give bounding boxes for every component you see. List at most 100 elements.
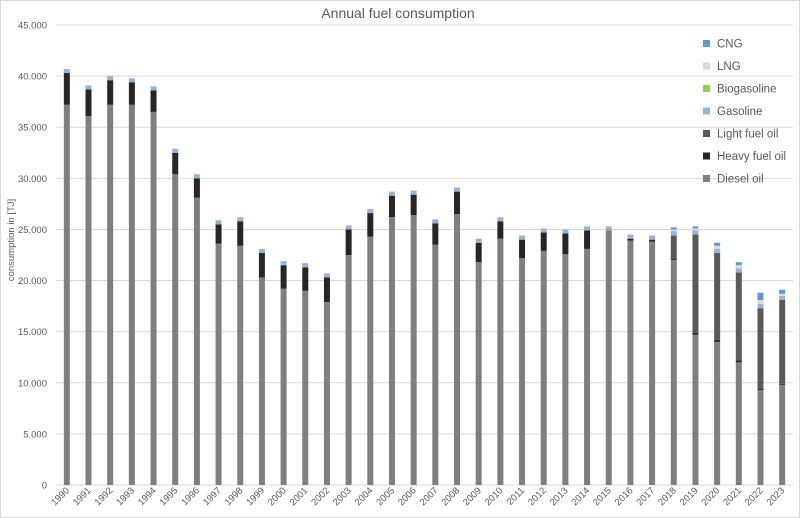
x-tick-label: 2011: [505, 485, 527, 507]
bar-segment: [388, 195, 395, 218]
bar-segment: [107, 80, 114, 105]
bar-segment: [128, 78, 135, 83]
bar-segment: [193, 178, 200, 198]
bar-segment: [670, 231, 677, 236]
bar-segment: [454, 214, 461, 485]
bar-segment: [150, 111, 157, 485]
x-tick-label: 2021: [721, 485, 744, 508]
bar-segment: [649, 239, 656, 242]
bar-segment: [410, 215, 417, 485]
bar-segment: [757, 292, 764, 300]
bar-segment: [128, 82, 135, 105]
y-axis-ticks: 0 5.000 10.000 15.000 20.000 25.000 30.000 35.0…: [18, 21, 47, 492]
bar-segment: [627, 234, 634, 239]
bar-segment: [714, 248, 721, 253]
bar-segment: [475, 238, 482, 243]
bar-segment: [172, 152, 179, 175]
x-axis-ticks: 1990199119921993199419951996199719981999…: [49, 485, 787, 508]
bar-segment: [649, 241, 656, 485]
bar-segment: [215, 224, 222, 244]
bar-segment: [280, 261, 287, 266]
x-tick-label: 2012: [526, 485, 549, 508]
legend-label: CNG: [717, 39, 743, 51]
bar-segment: [714, 242, 721, 246]
x-tick-label: 1993: [114, 485, 137, 508]
bar-segment: [454, 191, 461, 215]
x-tick-label: 2004: [353, 485, 376, 508]
bar-segment: [367, 213, 374, 237]
bar-segment: [692, 230, 699, 235]
bar-segment: [323, 302, 330, 485]
bar-segment: [237, 245, 244, 485]
bar-segment: [692, 334, 699, 485]
bar-segment: [410, 194, 417, 216]
bar-segment: [280, 265, 287, 289]
bar-segment: [302, 267, 309, 291]
bar-segment: [519, 258, 526, 485]
bar-segment: [735, 268, 742, 273]
bar-segment: [497, 217, 504, 222]
bar-segment: [735, 272, 742, 361]
x-tick-label: 2005: [374, 485, 397, 508]
bar-segment: [584, 248, 591, 485]
y-tick-label: 15.000: [18, 327, 47, 338]
x-tick-label: 1999: [244, 485, 267, 508]
bar-segment: [584, 230, 591, 249]
bar-segment: [475, 262, 482, 485]
bar-segment: [172, 174, 179, 485]
bar-segment: [323, 273, 330, 278]
bar-segment: [540, 232, 547, 251]
bar-segment: [584, 226, 591, 231]
bar-segment: [497, 221, 504, 239]
bar-segment: [150, 90, 157, 112]
chart-title: Annual fuel consumption: [321, 5, 474, 21]
bar-segment: [85, 115, 92, 485]
bar-segment: [63, 104, 70, 485]
bar-segment: [107, 76, 114, 81]
bar-segment: [63, 73, 70, 105]
bar-segment: [367, 209, 374, 214]
bar-segment: [280, 288, 287, 485]
y-tick-label: 10.000: [18, 378, 47, 389]
x-tick-label: 2015: [591, 485, 614, 508]
bar-segment: [475, 242, 482, 263]
x-tick-label: 2014: [569, 485, 592, 508]
bar-segment: [237, 221, 244, 246]
bar-segment: [193, 197, 200, 485]
x-tick-label: 1995: [158, 485, 181, 508]
x-tick-label: 1998: [223, 485, 246, 508]
bar-segment: [302, 263, 309, 268]
x-tick-label: 2007: [418, 485, 441, 508]
y-tick-label: 25.000: [18, 225, 47, 236]
bar-segment: [779, 383, 786, 385]
bar-segment: [519, 235, 526, 240]
bar-segment: [432, 244, 439, 485]
bar-segment: [193, 174, 200, 179]
bar-segment: [388, 217, 395, 485]
x-tick-label: 2018: [656, 485, 679, 508]
y-axis-title: consumption in [TJ]: [6, 199, 17, 281]
bar-segment: [410, 190, 417, 195]
bar-segment: [172, 148, 179, 153]
bar-segment: [779, 293, 786, 296]
x-tick-label: 2002: [309, 485, 332, 508]
bar-segment: [562, 233, 569, 254]
bar-segment: [692, 234, 699, 333]
x-tick-label: 2019: [678, 485, 701, 508]
y-tick-label: 45.000: [18, 21, 47, 32]
bar-segment: [757, 389, 764, 485]
legend-label: Gasoline: [717, 106, 762, 118]
bar-segment: [757, 388, 764, 390]
bar-segment: [779, 299, 786, 384]
x-tick-label: 2006: [396, 485, 419, 508]
x-tick-label: 2020: [700, 485, 723, 508]
bar-segment: [735, 262, 742, 266]
bar-segment: [692, 228, 699, 231]
x-tick-label: 2010: [483, 485, 506, 508]
x-tick-label: 1996: [179, 485, 202, 508]
bar-segment: [258, 252, 265, 278]
gridlines: [56, 24, 793, 486]
bar-segment: [63, 68, 70, 74]
legend-swatch: [703, 85, 710, 92]
legend-label: Light fuel oil: [717, 129, 778, 141]
